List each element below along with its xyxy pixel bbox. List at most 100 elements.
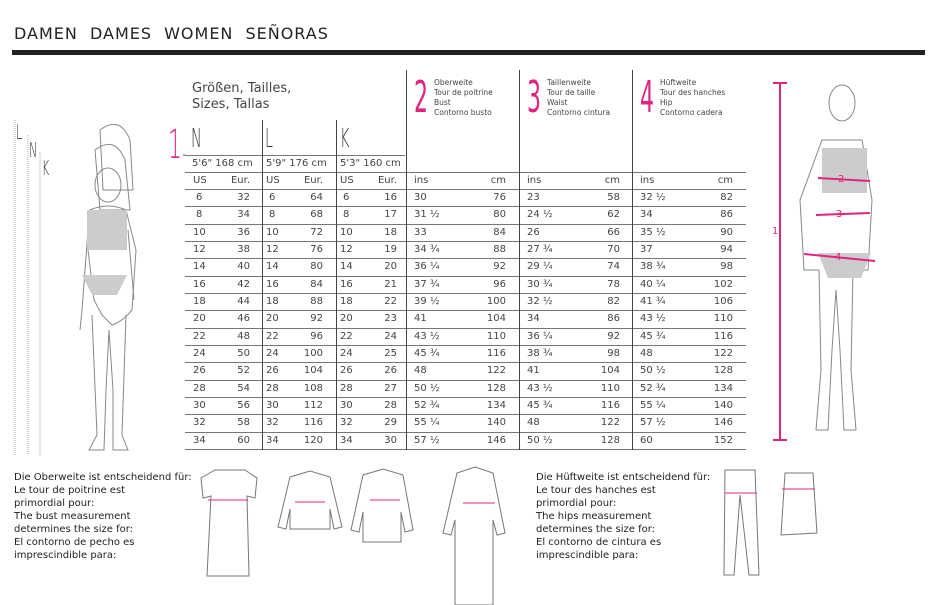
table-cell: 10 bbox=[340, 226, 353, 238]
table-cell: 104 bbox=[303, 365, 323, 377]
table-cell: 27 ¾ bbox=[527, 243, 553, 255]
table-cell: 34 bbox=[640, 209, 653, 221]
table-cell: 76 bbox=[310, 243, 323, 255]
table-cell: 55 ¼ bbox=[640, 399, 666, 411]
column-divider bbox=[262, 120, 263, 450]
table-cell: 20 bbox=[384, 261, 397, 273]
right-figure-illustration bbox=[773, 82, 876, 441]
table-cell: 116 bbox=[713, 330, 733, 342]
measure-label: Taillenweite bbox=[547, 78, 591, 87]
table-cell: 22 bbox=[193, 330, 206, 342]
group-letter-l: L bbox=[265, 124, 273, 154]
table-cell: 128 bbox=[600, 434, 620, 446]
column-divider bbox=[519, 70, 520, 450]
table-cell: 12 bbox=[266, 243, 279, 255]
table-cell: 128 bbox=[486, 382, 506, 394]
row-divider bbox=[185, 292, 746, 294]
table-cell: 34 bbox=[193, 434, 206, 446]
bust-note: Die Oberweite ist entscheidend für: Le to… bbox=[14, 471, 192, 562]
table-cell: 34 bbox=[266, 434, 279, 446]
table-cell: 92 bbox=[493, 261, 506, 273]
blouse-icon bbox=[277, 470, 343, 530]
jacket-icon bbox=[350, 468, 414, 543]
figure-label-hip: 4 bbox=[835, 252, 842, 263]
table-cell: 23 bbox=[384, 313, 397, 325]
measure-number: 2 bbox=[414, 72, 428, 123]
table-cell: 18 bbox=[340, 295, 353, 307]
table-cell: 39 ½ bbox=[414, 295, 440, 307]
table-cell: 41 bbox=[527, 365, 540, 377]
table-cell: 32 bbox=[266, 417, 279, 429]
row-divider bbox=[185, 258, 746, 260]
table-cell: 116 bbox=[303, 417, 323, 429]
table-cell: 18 bbox=[266, 295, 279, 307]
table-cell: 26 bbox=[340, 365, 353, 377]
table-cell: 55 ¼ bbox=[414, 417, 440, 429]
table-cell: 50 bbox=[237, 347, 250, 359]
page-title: DAMEN DAMES WOMEN SEÑORAS bbox=[14, 24, 329, 43]
row-divider bbox=[185, 362, 746, 364]
table-cell: 17 bbox=[384, 209, 397, 221]
row-divider bbox=[185, 206, 746, 208]
table-cell: 140 bbox=[713, 399, 733, 411]
table-cell: 40 bbox=[237, 261, 250, 273]
table-cell: 37 bbox=[640, 243, 653, 255]
table-cell: 50 ½ bbox=[414, 382, 440, 394]
row-divider bbox=[185, 172, 746, 173]
row-divider bbox=[185, 396, 746, 398]
table-cell: 72 bbox=[310, 226, 323, 238]
col-ins: ins bbox=[527, 175, 542, 186]
table-cell: 86 bbox=[607, 313, 620, 325]
table-cell: 6 bbox=[196, 192, 203, 203]
table-cell: 42 bbox=[237, 278, 250, 290]
note-line: Die Oberweite ist entscheidend für: bbox=[14, 472, 192, 483]
measure-head-bust: 2 Oberweite Tour de poitrine Bust Contorno … bbox=[414, 72, 493, 123]
col-ins: ins bbox=[414, 175, 429, 186]
table-cell: 24 bbox=[266, 347, 279, 359]
table-cell: 16 bbox=[193, 278, 206, 290]
table-cell: 82 bbox=[607, 295, 620, 307]
measure-number-height: 1 bbox=[168, 122, 182, 168]
table-cell: 46 bbox=[237, 313, 250, 325]
table-cell: 8 bbox=[343, 209, 350, 221]
table-cell: 110 bbox=[713, 313, 733, 325]
table-cell: 112 bbox=[303, 399, 323, 411]
row-divider bbox=[185, 327, 746, 329]
col-us: US bbox=[340, 175, 354, 186]
table-cell: 94 bbox=[720, 243, 733, 255]
figure-label-height: 1 bbox=[772, 226, 779, 237]
table-cell: 52 bbox=[237, 365, 250, 377]
table-cell: 102 bbox=[713, 278, 733, 290]
table-cell: 22 bbox=[384, 295, 397, 307]
table-cell: 8 bbox=[269, 209, 276, 221]
table-cell: 84 bbox=[493, 226, 506, 238]
table-cell: 35 ½ bbox=[640, 226, 666, 238]
table-cell: 120 bbox=[303, 434, 323, 446]
table-cell: 24 ½ bbox=[527, 209, 553, 221]
row-divider bbox=[185, 448, 746, 450]
note-line: imprescindible para: bbox=[14, 550, 117, 561]
table-cell: 10 bbox=[193, 226, 206, 238]
table-cell: 20 bbox=[340, 313, 353, 325]
row-divider bbox=[185, 155, 405, 156]
title-rule bbox=[12, 50, 925, 55]
table-cell: 33 bbox=[414, 226, 427, 238]
table-cell: 26 bbox=[193, 365, 206, 377]
measure-label: Tour de taille bbox=[547, 88, 596, 97]
table-cell: 24 bbox=[384, 330, 397, 342]
table-cell: 90 bbox=[720, 226, 733, 238]
skirt-icon bbox=[780, 472, 818, 536]
table-cell: 57 ½ bbox=[640, 417, 666, 429]
table-cell: 38 ¾ bbox=[640, 261, 666, 273]
table-cell: 19 bbox=[384, 243, 397, 255]
table-cell: 14 bbox=[266, 261, 279, 273]
measure-label: Waist bbox=[547, 98, 568, 107]
table-cell: 96 bbox=[493, 278, 506, 290]
table-cell: 25 bbox=[384, 347, 397, 359]
table-cell: 28 bbox=[193, 382, 206, 394]
table-cell: 30 bbox=[193, 399, 206, 411]
measure-number: 4 bbox=[640, 72, 654, 123]
table-cell: 116 bbox=[600, 399, 620, 411]
table-cell: 27 bbox=[384, 382, 397, 394]
table-cell: 38 bbox=[237, 243, 250, 255]
